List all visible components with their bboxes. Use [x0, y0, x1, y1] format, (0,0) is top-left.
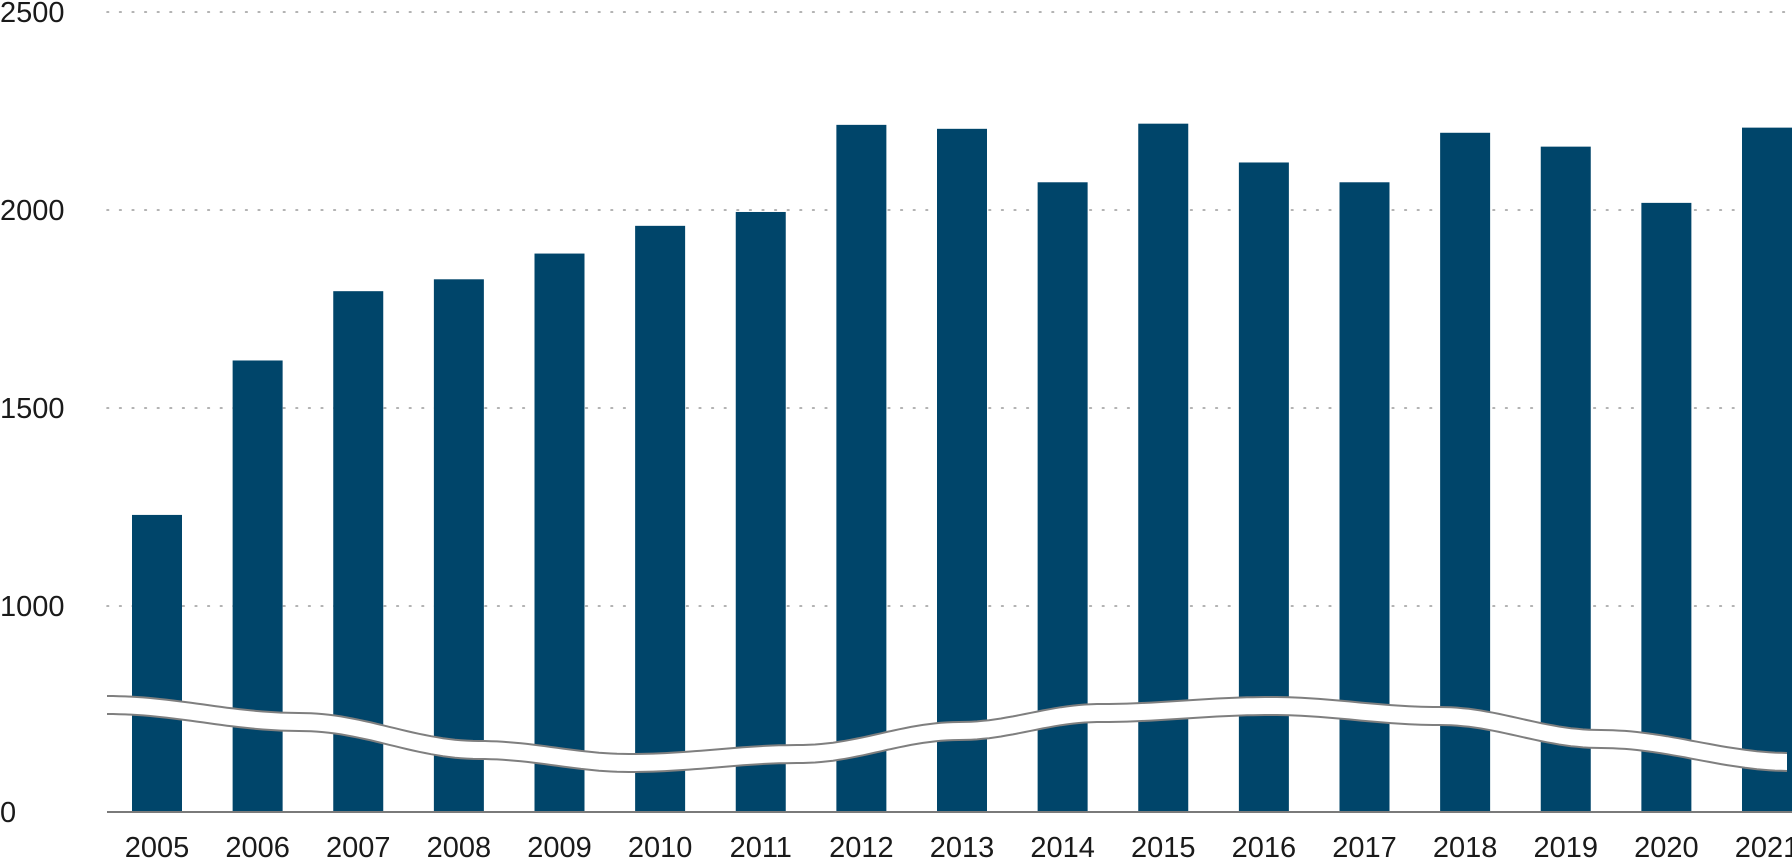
- bar-2019: [1540, 146, 1591, 812]
- axis-break-band: [107, 696, 1787, 772]
- bar-2018: [1440, 132, 1491, 812]
- x-tick-label: 2011: [730, 832, 792, 860]
- axis-break: [107, 695, 1788, 773]
- x-tick-label: 2019: [1533, 832, 1598, 860]
- bar-2021: [1742, 127, 1792, 812]
- x-tick-label: 2014: [1030, 832, 1095, 860]
- x-tick-label: 2012: [829, 832, 894, 860]
- x-tick-label: 2015: [1131, 832, 1196, 860]
- bar-2013: [937, 128, 987, 812]
- bar-2006: [232, 360, 283, 812]
- bar-2010: [635, 225, 686, 813]
- x-tick-label: 2013: [930, 832, 995, 860]
- x-tick-label: 2007: [326, 832, 391, 860]
- bar-2008: [433, 279, 484, 812]
- y-tick-label: 2500: [0, 0, 65, 29]
- y-tick-label: 0: [0, 797, 16, 829]
- bar-2012: [836, 124, 887, 813]
- x-tick-label: 2009: [527, 832, 592, 860]
- y-tick-label: 1500: [0, 393, 65, 425]
- bar-2015: [1138, 123, 1189, 812]
- bar-2020: [1641, 202, 1692, 812]
- y-tick-label: 1000: [0, 591, 65, 623]
- x-tick-label: 2005: [125, 832, 190, 860]
- x-tick-label: 2017: [1332, 832, 1397, 860]
- axis-break-line-bottom: [107, 713, 1788, 773]
- bar-2005: [132, 514, 182, 812]
- x-tick-label: 2018: [1433, 832, 1498, 860]
- axis-break-line-top: [107, 695, 1788, 755]
- y-tick-label: 2000: [0, 195, 65, 227]
- x-tick-label: 2020: [1634, 832, 1699, 860]
- x-tick-label: 2010: [628, 832, 693, 860]
- x-tick-label: 2016: [1232, 832, 1297, 860]
- x-axis: 2005 2006 2007 2008 2009 2010 2011 2012 2013 2014…: [107, 811, 1792, 864]
- bars: [132, 123, 1792, 813]
- y-axis: 0 1000 1500 2000 2500: [0, 0, 65, 829]
- bar-2011: [735, 211, 786, 813]
- x-tick-label: 2008: [427, 832, 492, 860]
- x-tick-label: 2021: [1735, 832, 1792, 860]
- bar-2009: [534, 253, 585, 812]
- x-tick-label: 2006: [225, 832, 290, 860]
